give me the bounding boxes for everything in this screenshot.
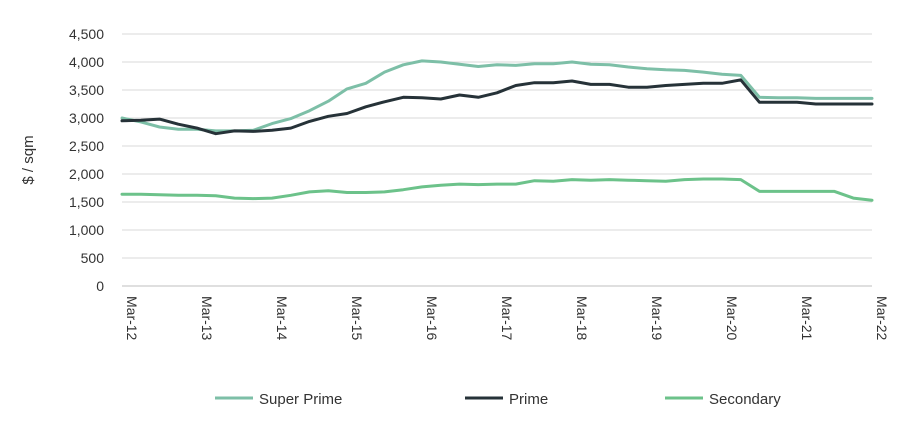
- y-tick-label: 0: [96, 278, 104, 294]
- x-tick-label: Mar-13: [199, 296, 215, 341]
- y-axis-tick-labels: 0 500 1,000 1,500 2,000 2,500 3,000 3,500 4,000 4…: [69, 26, 104, 294]
- x-tick-label: Mar-12: [124, 296, 140, 341]
- y-tick-label: 2,500: [69, 138, 104, 154]
- x-axis-tick-labels: Mar-12 Mar-13 Mar-14 Mar-15 Mar-16 Mar-17 Mar-…: [124, 296, 890, 341]
- legend-label: Secondary: [709, 391, 781, 408]
- x-tick-label: Mar-16: [424, 296, 440, 341]
- series-line-secondary: [120, 177, 874, 202]
- x-tick-label: Mar-15: [349, 296, 365, 341]
- x-tick-label: Mar-20: [724, 296, 740, 341]
- y-tick-label: 500: [81, 250, 105, 266]
- y-tick-label: 3,500: [69, 82, 104, 98]
- x-tick-label: Mar-22: [874, 296, 890, 341]
- x-tick-label: Mar-17: [499, 296, 515, 341]
- series-line-super-prime: [120, 59, 874, 133]
- x-tick-label: Mar-18: [574, 296, 590, 341]
- y-tick-label: 4,500: [69, 26, 104, 42]
- x-tick-label: Mar-14: [274, 296, 290, 341]
- gridlines: [122, 33, 872, 259]
- x-tick-label: Mar-21: [799, 296, 815, 341]
- series-line-prime: [120, 78, 874, 136]
- legend: Super Prime Prime Secondary: [215, 391, 781, 408]
- x-tick-label: Mar-19: [649, 296, 665, 341]
- y-axis-title: $ / sqm: [20, 135, 37, 184]
- legend-label: Prime: [509, 391, 548, 408]
- y-tick-label: 1,000: [69, 222, 104, 238]
- legend-label: Super Prime: [259, 391, 342, 408]
- y-tick-label: 3,000: [69, 110, 104, 126]
- y-tick-label: 1,500: [69, 194, 104, 210]
- y-tick-label: 2,000: [69, 166, 104, 182]
- series-lines: [120, 59, 874, 202]
- y-tick-label: 4,000: [69, 54, 104, 70]
